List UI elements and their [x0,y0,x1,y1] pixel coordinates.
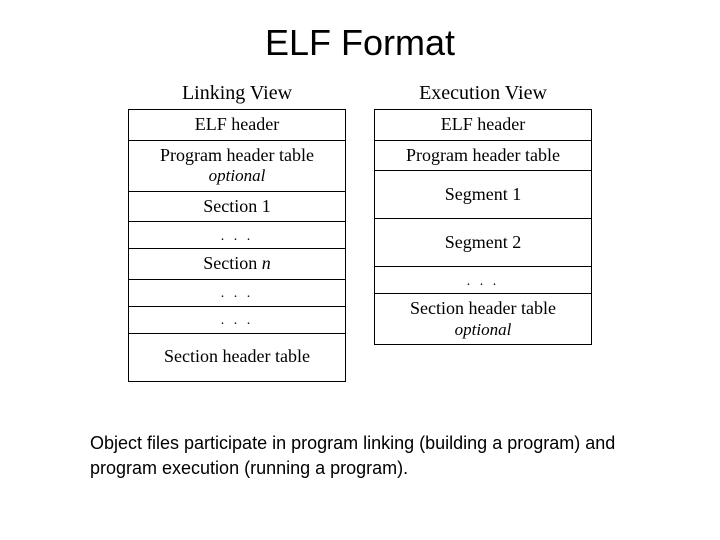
linking-dots2-row: . . . [129,280,345,307]
execution-dots-row: . . . [375,267,591,294]
cell-text: . . . [467,274,500,291]
linking-sectionn-row: Section n [129,249,345,280]
execution-view-heading: Execution View [374,82,592,105]
execution-segment1-row: Segment 1 [375,171,591,219]
execution-segment2-row: Segment 2 [375,219,591,267]
linking-elf-header-row: ELF header [129,110,345,141]
cell-text: ELF header [195,114,279,136]
section-label-prefix: Section [203,253,262,273]
cell-text: Program header table [160,145,314,167]
execution-view: Execution View ELF header Program header… [374,82,592,382]
page-title: ELF Format [0,0,720,82]
cell-text: . . . [221,229,254,246]
views-container: Linking View ELF header Program header t… [0,82,720,382]
cell-subtext: optional [455,320,512,340]
cell-text: Section header table [164,346,310,368]
cell-text: Segment 2 [445,232,522,254]
cell-subtext: optional [209,166,266,186]
cell-text: Segment 1 [445,184,522,206]
execution-pht-row: Program header table [375,141,591,172]
execution-view-table: ELF header Program header table Segment … [374,109,592,345]
cell-text: . . . [221,313,254,330]
cell-text: Section header table [410,298,556,320]
cell-text: ELF header [441,114,525,136]
caption-text: Object files participate in program link… [90,431,630,480]
linking-view-heading: Linking View [128,82,346,105]
execution-elf-header-row: ELF header [375,110,591,141]
cell-text: Program header table [406,145,560,167]
cell-text: Section 1 [203,196,271,218]
linking-pht-row: Program header table optional [129,141,345,192]
linking-section1-row: Section 1 [129,192,345,223]
cell-text: Section n [203,253,271,275]
linking-dots1-row: . . . [129,222,345,249]
linking-view-table: ELF header Program header table optional… [128,109,346,382]
cell-text: . . . [221,286,254,303]
linking-dots3-row: . . . [129,307,345,334]
linking-sht-row: Section header table [129,334,345,382]
execution-sht-row: Section header table optional [375,294,591,345]
linking-view: Linking View ELF header Program header t… [128,82,346,382]
section-italic-n: n [262,253,271,273]
